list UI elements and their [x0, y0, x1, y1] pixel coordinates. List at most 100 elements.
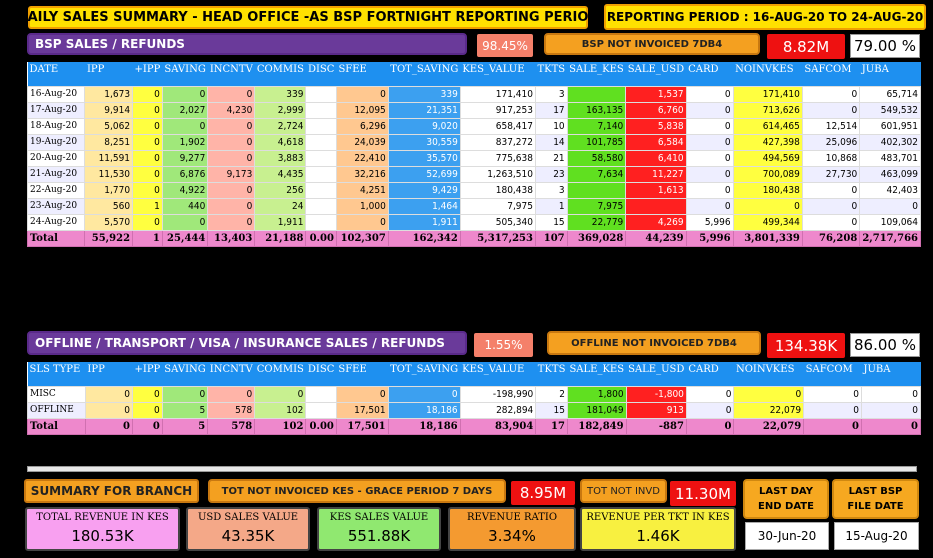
offline-col-tot-saving[interactable]: TOT_SAVING: [388, 362, 461, 386]
offline-total-row[interactable]: Total 0 0 5 578 102 0.00 17,501 18,186 83,904 17 18…: [27, 417, 922, 435]
bsp-cell-sfee: 22,410: [335, 149, 389, 167]
bsp-cell-date: 20-Aug-20: [26, 149, 86, 167]
bsp-col-ipp[interactable]: IPP: [84, 62, 133, 86]
bsp-cell-date: 24-Aug-20: [26, 213, 86, 231]
bsp-cell-saving: 9,277: [161, 149, 209, 167]
bsp-cell-tot-saving: 9,020: [387, 117, 461, 135]
bsp-table-row[interactable]: 24-Aug-20 5,570 0 0 0 1,911 0.00 0 1,911 505,340 1…: [26, 213, 921, 231]
bsp-col-kes-value[interactable]: KES_VALUE: [460, 62, 536, 86]
bsp-cell-saving: 0: [161, 85, 209, 103]
bsp-col-sfee[interactable]: SFEE: [336, 62, 389, 86]
offline-col-saving[interactable]: SAVING: [162, 362, 208, 386]
bsp-table-row[interactable]: 22-Aug-20 1,770 0 4,922 0 256 0.00 4,251 9,429 18…: [26, 181, 921, 199]
offline-col-disc[interactable]: DISC: [305, 362, 337, 386]
bsp-cell-kes-value: 5,317,253: [459, 229, 536, 247]
offline-col-kes-value[interactable]: KES_VALUE: [460, 362, 536, 386]
offline-section-label: OFFLINE / TRANSPORT / VISA / INSURANCE S…: [27, 331, 467, 355]
offline-not-invoiced-pct: 86.00 %: [850, 333, 920, 357]
bsp-cell-ipp: 560: [84, 197, 134, 215]
bsp-cell-date: 18-Aug-20: [26, 117, 86, 135]
bsp-col-date[interactable]: DATE: [27, 62, 85, 86]
bsp-table-row[interactable]: 21-Aug-20 11,530 0 6,876 9,173 4,435 32,216 52,…: [26, 165, 921, 183]
offline-col-juba[interactable]: JUBA: [861, 362, 921, 386]
last-day-label-line2: END DATE: [758, 501, 814, 512]
offline-table-row[interactable]: OFFLINE 0 0 5 578 102 0.00 17,501 18,186 282,894 1…: [27, 401, 922, 419]
offline-table-row[interactable]: MISC 0 0 0 0 0 0.00 0 0 -198,990 2 1,800 -1,800 0 0 0 0: [27, 385, 922, 403]
bsp-col-juba[interactable]: JUBA: [859, 62, 921, 86]
bsp-cell-safcom: 10,868: [801, 149, 861, 167]
bsp-cell-tkts: 14: [534, 133, 568, 151]
bsp-col-plus-ipp[interactable]: +IPP: [132, 62, 163, 86]
offline-cell-sfee: 17,501: [335, 417, 389, 435]
offline-cell-juba: 0: [860, 385, 922, 403]
offline-col-sale-kes[interactable]: SALE_KES: [567, 362, 627, 386]
bsp-cell-sfee: 32,216: [335, 165, 389, 183]
bsp-cell-commis: 1,911: [254, 213, 307, 231]
bsp-cell-ipp: 5,062: [84, 117, 134, 135]
offline-col-sale-usd[interactable]: SALE_USD: [626, 362, 687, 386]
bsp-col-noinvkes[interactable]: NOINVKES: [733, 62, 803, 86]
bsp-cell-tot-saving: 52,699: [387, 165, 461, 183]
bsp-cell-card: 5,996: [685, 229, 734, 247]
bsp-col-sale-kes[interactable]: SALE_KES: [567, 62, 626, 86]
offline-col-noinvkes[interactable]: NOINVKES: [733, 362, 804, 386]
bsp-cell-safcom: 25,096: [801, 133, 861, 151]
bsp-table-row[interactable]: 17-Aug-20 9,914 0 2,027 4,230 2,999 12,095 21,3…: [26, 101, 921, 119]
bsp-cell-date: 19-Aug-20: [26, 133, 86, 151]
bsp-table-row[interactable]: 23-Aug-20 560 1 440 0 24 1,000 1,464 7,975 1 7,975…: [26, 197, 921, 215]
bsp-col-saving[interactable]: SAVING: [162, 62, 208, 86]
bsp-cell-tkts: 1: [534, 197, 568, 215]
bsp-col-sale-usd[interactable]: SALE_USD: [625, 62, 687, 86]
bsp-cell-sfee: 0: [335, 213, 389, 231]
bsp-col-commis[interactable]: COMMIS: [254, 62, 306, 86]
bsp-cell-tot-saving: 339: [387, 85, 461, 103]
bsp-not-invoiced-label[interactable]: BSP NOT INVOICED 7DB4: [544, 33, 760, 55]
bsp-col-disc[interactable]: DISC: [305, 62, 337, 86]
bsp-cell-tkts: 3: [534, 85, 568, 103]
bsp-cell-safcom: 27,730: [801, 165, 861, 183]
revenue-ratio-value: 3.34%: [488, 527, 536, 545]
bsp-col-safcom[interactable]: SAFCOM: [802, 62, 860, 86]
offline-col-commis[interactable]: COMMIS: [254, 362, 306, 386]
bsp-table-row[interactable]: 20-Aug-20 11,591 0 9,277 0 3,883 0.00 22,410 35,…: [26, 149, 921, 167]
bsp-not-invoiced-pct: 79.00 %: [850, 34, 920, 58]
bsp-cell-incntv: 9,173: [207, 165, 256, 183]
offline-cell-kes-value: 282,894: [459, 401, 537, 419]
bsp-total-row[interactable]: Total 55,922 1 25,444 13,403 21,188 0.00 102,30…: [26, 229, 921, 247]
bsp-cell-ipp: 1,770: [84, 181, 134, 199]
offline-not-invoiced-label[interactable]: OFFLINE NOT INVOICED 7DB4: [547, 331, 761, 355]
offline-col-safcom[interactable]: SAFCOM: [803, 362, 862, 386]
bsp-cell-sfee: 1,000: [335, 197, 389, 215]
bsp-col-card[interactable]: CARD: [686, 62, 734, 86]
offline-col-incntv[interactable]: INCNTV: [207, 362, 255, 386]
bsp-cell-tot-saving: 21,351: [387, 101, 461, 119]
bsp-table-row[interactable]: 19-Aug-20 8,251 0 1,902 0 4,618 24,039 30,559 83…: [26, 133, 921, 151]
offline-cell-sale-kes: 1,800: [566, 385, 627, 403]
offline-cell-plus-ipp: 0: [131, 385, 163, 403]
offline-col-plus-ipp[interactable]: +IPP: [132, 362, 163, 386]
bsp-cell-saving: 0: [161, 213, 209, 231]
offline-col-card[interactable]: CARD: [686, 362, 734, 386]
bsp-table-row[interactable]: 16-Aug-20 1,673 0 0 0 339 0.00 0 339 171,410 3 1,53…: [26, 85, 921, 103]
bsp-col-tkts[interactable]: TKTS: [535, 62, 568, 86]
bsp-cell-saving: 4,922: [161, 181, 209, 199]
last-bsp-file-date-value: 15-Aug-20: [834, 522, 919, 550]
tot-not-invd-label[interactable]: TOT NOT INVD: [580, 479, 667, 503]
horizontal-scrollbar[interactable]: [27, 466, 917, 472]
offline-col-sfee[interactable]: SFEE: [336, 362, 389, 386]
bsp-cell-sale-kes: 101,785: [566, 133, 627, 151]
bsp-table-row[interactable]: 18-Aug-20 5,062 0 0 0 2,724 0.00 6,296 9,020 658,…: [26, 117, 921, 135]
offline-cell-saving: 5: [161, 401, 209, 419]
offline-col-ipp[interactable]: IPP: [85, 362, 133, 386]
bsp-cell-card: 0: [685, 101, 734, 119]
offline-cell-sale-usd: -887: [625, 417, 687, 435]
bsp-cell-ipp: 11,591: [84, 149, 134, 167]
tot-not-invoiced-label[interactable]: TOT NOT INVOICED KES - GRACE PERIOD 7 DA…: [208, 479, 506, 503]
offline-cell-safcom: 0: [803, 417, 862, 435]
bsp-cell-plus-ipp: 0: [132, 101, 163, 119]
offline-col-date[interactable]: SLS TYPE: [27, 362, 86, 386]
bsp-col-incntv[interactable]: INCNTV: [207, 62, 255, 86]
bsp-col-tot-saving[interactable]: TOT_SAVING: [388, 62, 461, 86]
offline-col-tkts[interactable]: TKTS: [535, 362, 568, 386]
bsp-cell-disc: 0.00: [305, 85, 337, 103]
